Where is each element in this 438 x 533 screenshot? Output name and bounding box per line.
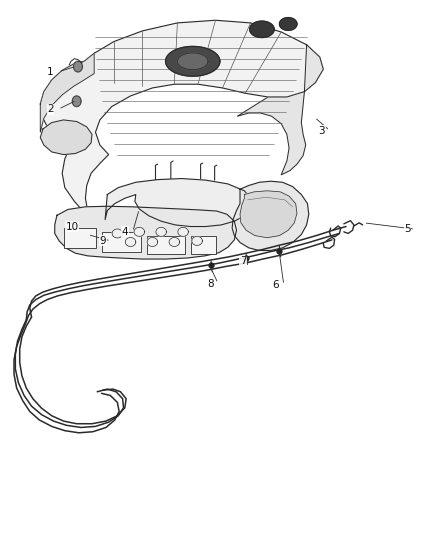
- Text: 7: 7: [240, 256, 247, 266]
- Polygon shape: [178, 228, 188, 236]
- Bar: [102, 232, 141, 252]
- Text: 10: 10: [66, 222, 79, 231]
- Polygon shape: [156, 228, 166, 236]
- Polygon shape: [250, 21, 274, 37]
- Bar: [191, 236, 216, 254]
- Polygon shape: [72, 96, 81, 107]
- Polygon shape: [74, 61, 82, 72]
- Text: 1: 1: [47, 67, 54, 77]
- Polygon shape: [177, 53, 208, 70]
- Polygon shape: [147, 238, 158, 246]
- Polygon shape: [192, 237, 202, 245]
- Polygon shape: [40, 120, 92, 155]
- Polygon shape: [134, 228, 145, 236]
- Polygon shape: [105, 179, 252, 227]
- Bar: [64, 228, 96, 248]
- Polygon shape: [169, 238, 180, 246]
- Polygon shape: [112, 229, 123, 238]
- Text: 9: 9: [99, 236, 106, 246]
- Polygon shape: [55, 206, 237, 259]
- Polygon shape: [40, 53, 94, 132]
- Polygon shape: [40, 20, 323, 221]
- Polygon shape: [237, 45, 323, 175]
- Text: 6: 6: [272, 280, 279, 290]
- Polygon shape: [125, 238, 136, 246]
- Polygon shape: [240, 191, 297, 238]
- Polygon shape: [279, 18, 297, 30]
- Text: 5: 5: [404, 224, 411, 234]
- Polygon shape: [166, 46, 220, 76]
- Bar: [147, 236, 185, 254]
- Text: 4: 4: [121, 227, 128, 237]
- Text: 8: 8: [207, 279, 214, 288]
- Polygon shape: [232, 181, 309, 251]
- Text: 2: 2: [47, 104, 54, 114]
- Text: 3: 3: [318, 126, 325, 135]
